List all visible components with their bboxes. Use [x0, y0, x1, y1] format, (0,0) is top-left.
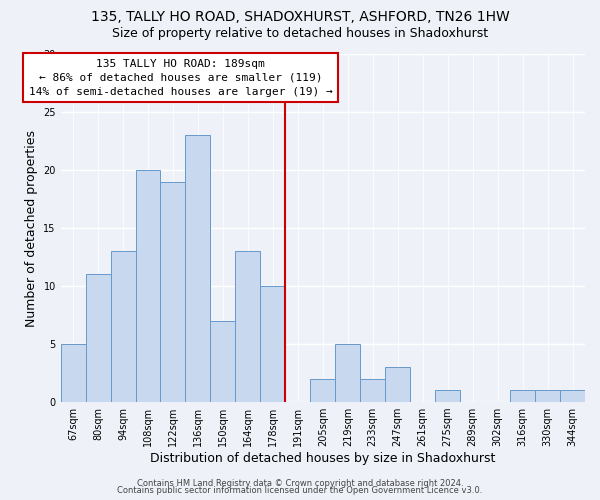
Bar	[160, 182, 185, 402]
Text: Contains HM Land Registry data © Crown copyright and database right 2024.: Contains HM Land Registry data © Crown c…	[137, 478, 463, 488]
Bar	[435, 390, 460, 402]
Bar	[235, 251, 260, 402]
Bar	[535, 390, 560, 402]
Text: 135 TALLY HO ROAD: 189sqm
← 86% of detached houses are smaller (119)
14% of semi: 135 TALLY HO ROAD: 189sqm ← 86% of detac…	[29, 58, 332, 96]
Bar	[185, 135, 211, 402]
Bar	[211, 321, 235, 402]
Bar	[560, 390, 585, 402]
Bar	[310, 379, 335, 402]
X-axis label: Distribution of detached houses by size in Shadoxhurst: Distribution of detached houses by size …	[150, 452, 496, 465]
Bar	[360, 379, 385, 402]
Bar	[110, 251, 136, 402]
Bar	[335, 344, 360, 402]
Text: Contains public sector information licensed under the Open Government Licence v3: Contains public sector information licen…	[118, 486, 482, 495]
Text: 135, TALLY HO ROAD, SHADOXHURST, ASHFORD, TN26 1HW: 135, TALLY HO ROAD, SHADOXHURST, ASHFORD…	[91, 10, 509, 24]
Bar	[86, 274, 110, 402]
Bar	[61, 344, 86, 402]
Y-axis label: Number of detached properties: Number of detached properties	[25, 130, 38, 326]
Bar	[385, 368, 410, 402]
Text: Size of property relative to detached houses in Shadoxhurst: Size of property relative to detached ho…	[112, 28, 488, 40]
Bar	[260, 286, 286, 402]
Bar	[510, 390, 535, 402]
Bar	[136, 170, 160, 402]
